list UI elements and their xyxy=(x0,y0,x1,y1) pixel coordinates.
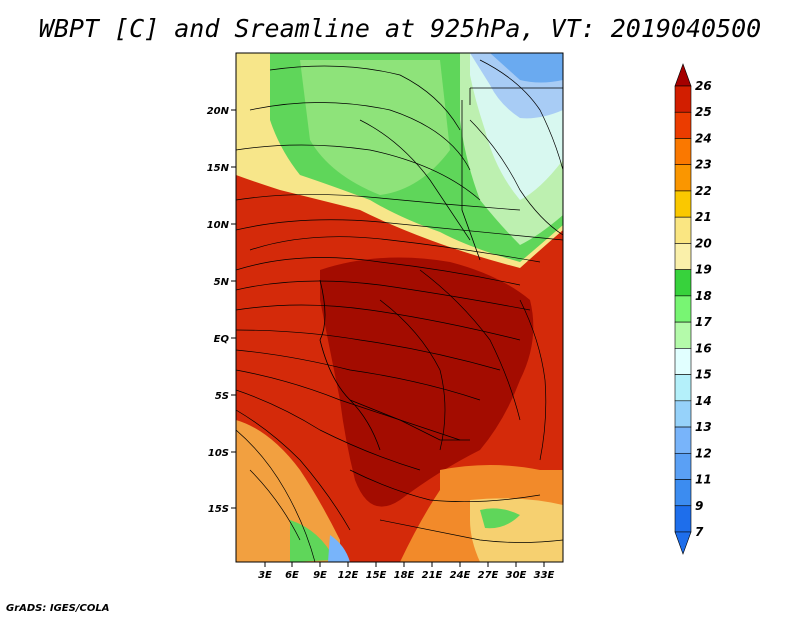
lon-labels: 3E 6E 9E 12E 15E 18E 21E 24E 27E 30E 33E xyxy=(258,570,554,581)
map-title: WBPT [C] and Sreamline at 925hPa, VT: 20… xyxy=(38,14,762,43)
colorbar-label: 20 xyxy=(695,236,712,250)
lon-label: 33E xyxy=(534,570,555,581)
colorbar-label: 12 xyxy=(695,446,712,460)
colorbar-segment xyxy=(674,479,692,507)
colorbar-label: 11 xyxy=(695,473,712,487)
lat-label: 20N xyxy=(207,106,230,117)
lon-label: 30E xyxy=(506,570,527,581)
colorbar-segment xyxy=(674,111,692,139)
colorbar-segment xyxy=(674,374,692,402)
colorbar-segment xyxy=(674,452,692,480)
lat-labels: 20N 15N 10N 5N EQ 5S 10S 15S xyxy=(207,106,230,515)
colorbar-segment xyxy=(674,190,692,218)
streamlines xyxy=(236,59,563,562)
lat-label: 15N xyxy=(207,163,230,174)
colorbar-label: 25 xyxy=(695,105,712,119)
colorbar-label: 7 xyxy=(695,525,704,539)
lat-ticks xyxy=(231,109,236,509)
lat-label: 5N xyxy=(214,277,230,288)
colorbar-label: 18 xyxy=(695,289,712,303)
map-frame xyxy=(235,52,564,563)
colorbar-label: 24 xyxy=(695,131,712,145)
colorbar-segment xyxy=(674,426,692,454)
lon-label: 6E xyxy=(285,570,299,581)
colorbar-segment xyxy=(674,85,692,113)
lon-ticks xyxy=(264,562,545,567)
colorbar-label: 19 xyxy=(695,263,712,277)
colorbar: 26 25 24 23 22 21 20 19 18 17 16 15 14 13 12 11 9 7 xyxy=(674,63,712,555)
lon-label: 18E xyxy=(394,570,415,581)
lat-label: 15S xyxy=(208,504,229,515)
colorbar-segment xyxy=(674,295,692,323)
colorbar-segment xyxy=(674,243,692,270)
lon-label: 21E xyxy=(422,570,443,581)
colorbar-segment xyxy=(674,400,692,428)
colorbar-arrow-top xyxy=(674,63,692,87)
lon-label: 15E xyxy=(366,570,387,581)
colorbar-arrow-bottom xyxy=(674,531,692,555)
colorbar-label: 17 xyxy=(695,315,712,329)
colorbar-segment xyxy=(674,269,692,297)
lon-label: 27E xyxy=(478,570,499,581)
colorbar-label: 9 xyxy=(695,499,703,513)
colorbar-label: 14 xyxy=(695,394,712,408)
colorbar-label: 23 xyxy=(695,158,712,172)
colorbar-label: 13 xyxy=(695,420,712,434)
colorbar-segment xyxy=(674,164,692,192)
colorbar-label: 16 xyxy=(695,341,712,355)
colorbar-segment xyxy=(674,138,692,166)
colorbar-label: 26 xyxy=(695,79,712,93)
colorbar-segment xyxy=(674,505,692,533)
lat-label: 10S xyxy=(208,448,229,459)
lon-label: 24E xyxy=(450,570,471,581)
colorbar-label: 21 xyxy=(695,210,712,224)
wbpt-field xyxy=(236,53,563,562)
lat-label: 5S xyxy=(215,391,229,402)
lon-label: 12E xyxy=(338,570,359,581)
colorbar-label: 22 xyxy=(695,184,712,198)
colorbar-segment xyxy=(674,348,692,375)
credit-text: GrADS: IGES/COLA xyxy=(6,603,110,614)
colorbar-segment xyxy=(674,216,692,244)
lat-label: 10N xyxy=(207,220,230,231)
lat-label: EQ xyxy=(214,334,230,345)
colorbar-segment xyxy=(674,321,692,349)
lon-label: 3E xyxy=(258,570,272,581)
colorbar-label: 15 xyxy=(695,368,712,382)
lon-label: 9E xyxy=(313,570,327,581)
boundaries xyxy=(319,87,563,451)
